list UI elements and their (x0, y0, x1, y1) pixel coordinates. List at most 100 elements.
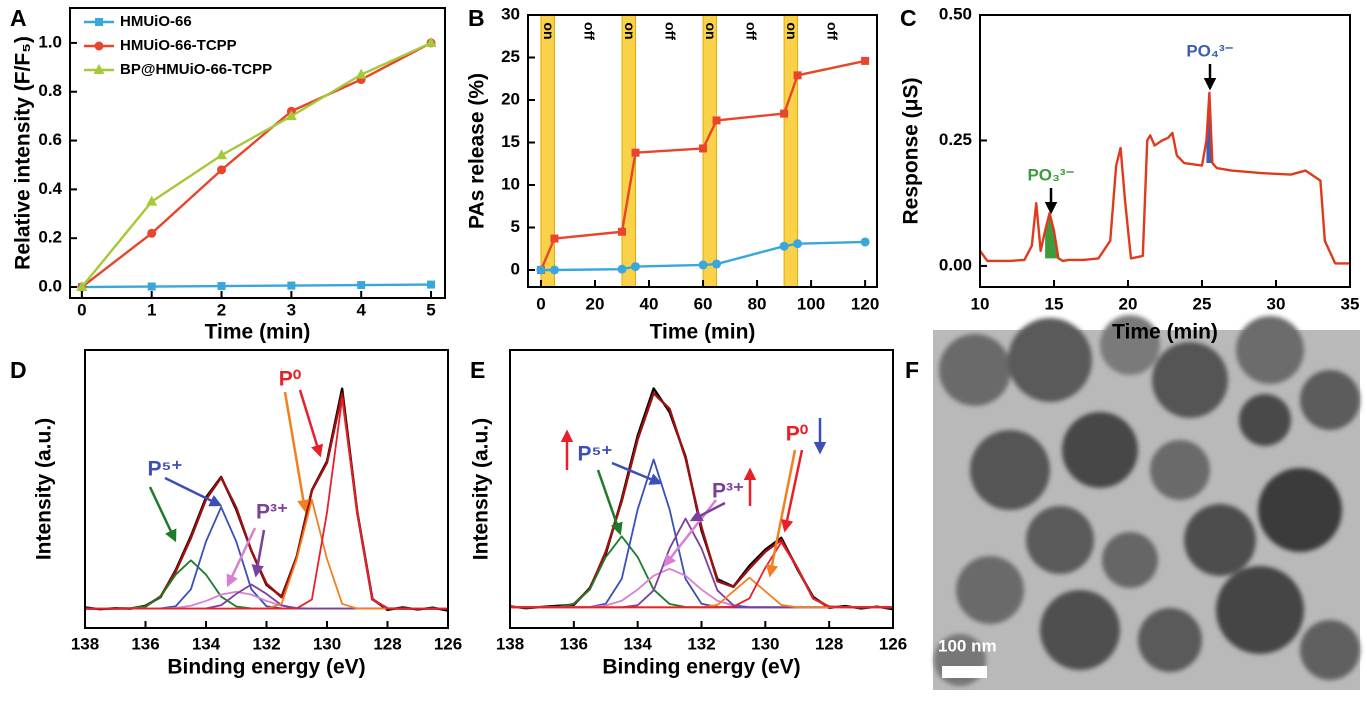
x-tick-label: 4 (356, 300, 366, 319)
x-tick-label: 100 (797, 294, 825, 313)
arrow (663, 499, 717, 567)
y-axis-title: Intensity (a.u.) (33, 418, 56, 560)
y-tick-label: 0.0 (38, 276, 62, 295)
y-tick-label: 25 (501, 47, 520, 66)
series-line (979, 91, 1350, 265)
marker (618, 227, 627, 236)
legend-marker (94, 41, 104, 51)
y-axis-title: Relative intensity (F/F₅) (12, 36, 35, 270)
annotation: P³⁺ (256, 501, 288, 524)
interval-label: on (622, 22, 638, 39)
interval-label: on (541, 22, 557, 39)
x-axis-title: Time (min) (650, 321, 756, 344)
panel-letter: F (905, 357, 919, 383)
x-tick-label: 128 (815, 634, 843, 653)
y-tick-label: 1.0 (38, 32, 62, 51)
x-tick-label: 25 (1193, 294, 1212, 313)
marker (285, 110, 297, 121)
series-line (85, 397, 448, 610)
marker (631, 148, 640, 157)
arrow (689, 501, 726, 522)
marker (780, 109, 789, 118)
y-tick-label: 0.25 (939, 130, 972, 149)
marker (355, 68, 367, 79)
marker (425, 36, 437, 47)
x-tick-label: 20 (586, 294, 605, 313)
x-tick-label: 136 (560, 634, 588, 653)
x-tick-label: 80 (748, 294, 767, 313)
marker (287, 281, 296, 290)
annotation: P⁰ (786, 423, 809, 446)
x-tick-label: 35 (1341, 294, 1360, 313)
x-tick-label: 2 (217, 300, 226, 319)
arrow (596, 469, 623, 536)
annotation: P⁵⁺ (148, 458, 183, 481)
y-tick-label: 5 (511, 217, 520, 236)
y-axis-title: Intensity (a.u.) (470, 418, 493, 560)
x-tick-label: 130 (751, 634, 779, 653)
x-tick-label: 138 (71, 634, 99, 653)
arrow (765, 449, 797, 578)
marker (217, 165, 227, 175)
annotation: P³⁺ (712, 480, 744, 503)
marker (549, 265, 559, 275)
marker (699, 144, 708, 153)
marker (793, 71, 802, 80)
axes-frame (509, 349, 894, 629)
panel-letter: A (10, 5, 27, 31)
x-tick-label: 126 (434, 634, 462, 653)
panel-letter: B (468, 5, 485, 31)
interval-label: on (784, 22, 800, 39)
series-line (81, 283, 432, 289)
x-tick-label: 0 (77, 300, 86, 319)
x-tick-label: 134 (623, 634, 652, 653)
x-tick-label: 15 (1045, 294, 1064, 313)
arrow (226, 527, 257, 588)
y-tick-label: 0 (511, 259, 520, 278)
marker (617, 264, 627, 274)
marker (357, 281, 366, 290)
interval-label: off (744, 22, 760, 40)
x-tick-label: 134 (192, 634, 221, 653)
peak-label: PO₃³⁻ (1027, 165, 1074, 184)
legend-label: HMUiO-66-TCPP (120, 37, 237, 54)
axes-frame (69, 7, 446, 299)
series-line (81, 41, 432, 288)
x-tick-label: 136 (131, 634, 159, 653)
scale-bar (942, 666, 987, 678)
marker (712, 259, 722, 269)
tem-image (933, 315, 1360, 690)
marker (793, 239, 803, 249)
marker (147, 282, 156, 291)
y-tick-label: 0.2 (38, 228, 62, 247)
x-tick-label: 126 (879, 634, 907, 653)
x-axis-title: Binding energy (eV) (167, 656, 365, 679)
annotation: P⁵⁺ (578, 443, 613, 466)
x-tick-label: 40 (640, 294, 659, 313)
x-tick-label: 120 (851, 294, 879, 313)
marker (217, 282, 226, 291)
marker (631, 262, 641, 272)
panel-letter: C (900, 5, 917, 31)
x-tick-label: 10 (971, 294, 990, 313)
axes-frame (979, 14, 1351, 288)
y-tick-label: 30 (501, 4, 520, 23)
marker (147, 228, 157, 238)
peak-label: PO₄³⁻ (1186, 41, 1233, 60)
series-line (80, 41, 432, 288)
legend-label: BP@HMUiO-66-TCPP (120, 61, 272, 78)
y-tick-label: 0.6 (38, 130, 62, 149)
x-tick-label: 5 (426, 300, 435, 319)
interval-label: on (703, 22, 719, 39)
x-tick-label: 138 (496, 634, 524, 653)
legend-marker (95, 18, 103, 26)
x-tick-label: 30 (1267, 294, 1286, 313)
arrow (780, 449, 804, 533)
x-tick-label: 60 (694, 294, 713, 313)
marker (779, 241, 789, 251)
x-tick-label: 3 (287, 300, 296, 319)
y-axis-title: Response (μS) (900, 77, 923, 224)
y-tick-label: 0.00 (939, 255, 972, 274)
